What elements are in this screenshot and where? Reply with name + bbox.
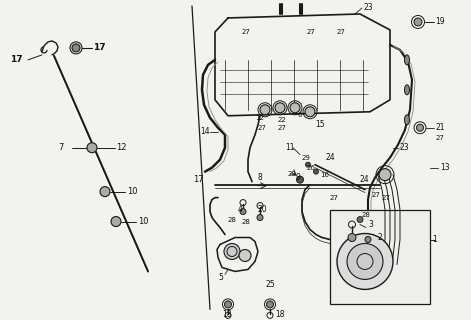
Text: 22: 22 (278, 117, 287, 123)
Text: 17: 17 (93, 44, 106, 52)
Text: 17: 17 (10, 55, 23, 64)
Text: 27: 27 (307, 29, 316, 35)
Circle shape (297, 176, 303, 183)
Text: 17: 17 (193, 175, 203, 184)
Circle shape (347, 244, 383, 279)
Text: 6: 6 (298, 112, 302, 118)
Text: 23: 23 (400, 143, 410, 152)
Text: 13: 13 (440, 163, 450, 172)
Text: 18: 18 (275, 310, 284, 319)
Bar (330, 210, 430, 304)
Text: 27: 27 (382, 195, 391, 201)
Text: 2: 2 (378, 233, 383, 242)
Circle shape (414, 18, 422, 26)
Text: 15: 15 (315, 120, 325, 129)
Circle shape (365, 236, 371, 243)
Text: 16: 16 (320, 172, 329, 178)
Ellipse shape (405, 85, 409, 95)
Text: 26: 26 (307, 165, 316, 171)
Text: 27: 27 (337, 29, 346, 35)
Circle shape (305, 107, 315, 117)
Circle shape (240, 209, 246, 215)
Circle shape (306, 162, 310, 167)
Text: 27: 27 (372, 192, 381, 198)
Text: 27: 27 (242, 29, 251, 35)
Circle shape (225, 301, 232, 308)
Text: 24: 24 (325, 153, 334, 162)
Text: 24: 24 (360, 175, 370, 184)
Circle shape (416, 124, 423, 131)
Text: 1: 1 (432, 235, 437, 244)
Text: 28: 28 (228, 217, 237, 222)
Text: 11: 11 (285, 143, 294, 152)
Circle shape (111, 217, 121, 227)
Text: 18: 18 (222, 310, 232, 319)
Circle shape (87, 143, 97, 153)
Text: 27: 27 (258, 125, 267, 131)
Text: 19: 19 (435, 18, 445, 27)
Circle shape (100, 187, 110, 196)
Text: 28: 28 (288, 171, 297, 177)
Text: 28: 28 (362, 212, 371, 218)
Text: 27: 27 (278, 125, 287, 131)
Text: 23: 23 (363, 4, 373, 12)
Text: 28: 28 (242, 219, 251, 225)
Text: 20: 20 (258, 205, 268, 214)
Text: 27: 27 (330, 195, 339, 201)
Circle shape (267, 301, 274, 308)
Circle shape (260, 105, 270, 115)
Circle shape (348, 234, 356, 242)
Text: 12: 12 (255, 115, 264, 121)
Circle shape (275, 103, 285, 113)
Ellipse shape (405, 115, 409, 125)
Circle shape (257, 215, 263, 220)
Ellipse shape (405, 55, 409, 65)
Text: 21: 21 (436, 123, 446, 132)
Circle shape (72, 44, 80, 52)
Circle shape (239, 250, 251, 261)
Text: 5: 5 (218, 273, 223, 282)
Circle shape (224, 244, 240, 260)
Text: 10: 10 (127, 187, 138, 196)
Circle shape (314, 169, 318, 174)
Circle shape (337, 234, 393, 289)
Text: 4: 4 (238, 205, 243, 214)
Text: 7: 7 (58, 143, 64, 152)
Text: 10: 10 (138, 217, 148, 226)
Circle shape (379, 169, 391, 180)
Circle shape (290, 103, 300, 113)
Text: 27: 27 (436, 135, 445, 141)
Circle shape (357, 217, 363, 222)
Text: 12: 12 (116, 143, 127, 152)
Text: 14: 14 (200, 127, 210, 136)
Text: 9: 9 (295, 173, 300, 182)
Text: 8: 8 (258, 173, 263, 182)
Text: 29: 29 (302, 155, 311, 161)
Text: 25: 25 (265, 280, 275, 289)
Text: 3: 3 (368, 220, 373, 229)
